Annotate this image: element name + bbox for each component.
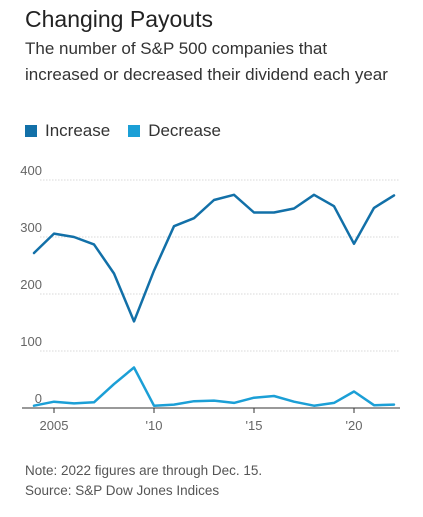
x-tick-label: 2005 <box>40 418 69 433</box>
increase-swatch-icon <box>25 125 37 137</box>
footnote: Note: 2022 figures are through Dec. 15. … <box>25 461 262 501</box>
y-tick-label: 300 <box>20 220 42 235</box>
legend-item-decrease: Decrease <box>128 121 221 141</box>
y-tick-label: 100 <box>20 334 42 349</box>
x-tick-label: '15 <box>246 418 263 433</box>
legend-increase-label: Increase <box>45 121 111 140</box>
chart-title: Changing Payouts <box>25 6 213 32</box>
y-tick-label: 0 <box>35 391 42 406</box>
legend-decrease-label: Decrease <box>148 121 221 140</box>
x-axis-labels: 2005 '10 '15 '20 <box>40 408 363 433</box>
legend-item-increase: Increase <box>25 121 110 141</box>
series-layer <box>32 193 396 407</box>
increase-series-line <box>32 193 396 323</box>
source-text: Source: S&P Dow Jones Indices <box>25 483 220 498</box>
line-chart: 0 100 200 300 400 2005 '10 '15 '20 <box>20 163 400 433</box>
y-axis-labels: 0 100 200 300 400 <box>20 163 42 406</box>
y-tick-label: 400 <box>20 163 42 178</box>
decrease-series-line <box>32 366 396 407</box>
x-tick-label: '10 <box>146 418 163 433</box>
y-tick-label: 200 <box>20 277 42 292</box>
chart-subtitle: The number of S&P 500 companies that inc… <box>25 39 388 84</box>
legend: Increase Decrease <box>25 121 221 141</box>
x-tick-label: '20 <box>346 418 363 433</box>
decrease-swatch-icon <box>128 125 141 137</box>
note-text: Note: 2022 figures are through Dec. 15. <box>25 463 263 478</box>
grid-layer <box>22 179 400 409</box>
